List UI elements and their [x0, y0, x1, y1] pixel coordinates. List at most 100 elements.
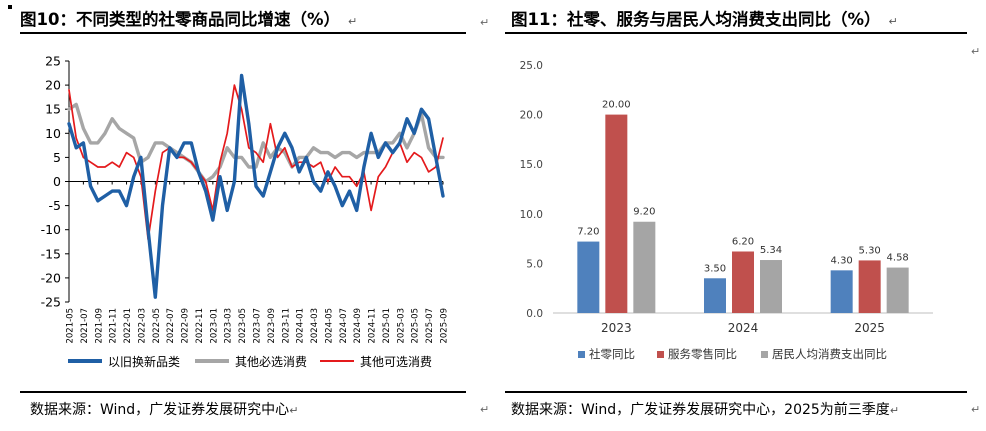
y-tick-label: 15.0 — [520, 159, 543, 171]
x-tick-label: 2024-09 — [353, 308, 363, 344]
bar-1 — [704, 278, 726, 313]
x-tick-label: 2025-09 — [440, 308, 450, 344]
x-tick-label: 2023-05 — [238, 308, 248, 344]
paragraph-mark: ↵ — [889, 404, 900, 417]
right-title-text: 图11：社零、服务与居民人均消费支出同比（%） — [511, 10, 881, 29]
left-source-note: 数据来源：Wind，广发证券发展研究中心↵ — [30, 399, 298, 419]
legend-label: 其他必选消费 — [235, 355, 307, 369]
paragraph-mark: ↵ — [348, 15, 358, 28]
y-tick-label: -20 — [41, 270, 61, 285]
x-tick-label: 2024-11 — [368, 308, 378, 344]
right-title-rule — [505, 32, 967, 34]
x-tick-label: 2022-03 — [137, 308, 147, 344]
bar-1 — [830, 270, 853, 313]
x-tick-label: 2023-03 — [224, 308, 234, 344]
x-tick-label: 2024-07 — [339, 308, 349, 344]
left-figure-panel: 图10：不同类型的社零商品同比增速（%） ↵ 25 20 15 10 5 0 -5 -10 -15… — [0, 0, 490, 431]
x-tick-label: 2023-01 — [209, 308, 219, 344]
y-tick-label: -5 — [49, 198, 61, 213]
y-tick-label: 15 — [45, 102, 61, 117]
series-line-1 — [67, 73, 445, 299]
left-title-text: 图10：不同类型的社零商品同比增速（%） — [20, 10, 340, 29]
legend-label: 以旧换新品类 — [108, 354, 180, 369]
paragraph-mark: ↵ — [971, 403, 981, 416]
right-source-text: 数据来源：Wind，广发证券发展研究中心，2025为前三季度 — [511, 402, 890, 418]
x-category-label: 2024 — [728, 321, 759, 335]
y-tick-label: -25 — [41, 295, 61, 310]
legend-swatch — [578, 351, 585, 358]
paragraph-mark: ↵ — [480, 403, 490, 416]
x-tick-label: 2021-09 — [94, 308, 104, 344]
x-category-label: 2023 — [601, 321, 632, 335]
paragraph-mark: ↵ — [971, 45, 981, 58]
y-tick-label: 0.0 — [526, 308, 543, 320]
x-tick-label: 2024-03 — [310, 308, 320, 344]
y-tick-label: -15 — [41, 246, 61, 261]
y-tick-label: 5 — [53, 150, 61, 165]
y-tick-label: 20.0 — [520, 110, 543, 122]
x-tick-label: 2025-03 — [396, 308, 406, 344]
paragraph-mark: ↵ — [480, 16, 490, 29]
bar-data-label: 6.20 — [732, 236, 754, 247]
x-tick-label: 2025-07 — [425, 308, 435, 344]
bar-3 — [760, 260, 782, 313]
right-bar-chart: 0.0 5.0 10.0 15.0 20.0 25.0 7.20 20.00 9.20 2023 3… — [520, 60, 933, 361]
x-tick-label: 2021-11 — [109, 308, 119, 344]
y-tick-label: 25.0 — [520, 60, 543, 72]
x-tick-label: 2025-05 — [411, 308, 421, 344]
bar-2 — [605, 114, 628, 313]
bar-data-label: 7.20 — [577, 227, 599, 238]
bar-2 — [858, 260, 881, 313]
y-tick-label: 10.0 — [520, 209, 543, 221]
x-tick-label: 2022-11 — [195, 308, 205, 344]
x-tick-label: 2022-01 — [123, 308, 133, 344]
series-line-3 — [68, 84, 444, 241]
bar-1 — [577, 241, 600, 313]
x-tick-label: 2021-05 — [66, 308, 76, 344]
x-tick-label: 2023-11 — [281, 308, 291, 344]
x-tick-label: 2024-05 — [324, 308, 334, 344]
legend-swatch — [657, 351, 664, 358]
x-tick-label: 2022-05 — [152, 308, 162, 344]
y-tick-label: 25 — [45, 54, 61, 69]
x-tick-label: 2022-07 — [166, 308, 176, 344]
x-tick-label: 2023-09 — [267, 308, 277, 344]
legend-label: 服务零售同比 — [668, 347, 737, 361]
paragraph-mark: ↵ — [888, 15, 898, 28]
bar-3 — [886, 267, 909, 313]
bar-3 — [633, 221, 656, 313]
x-tick-label: 2024-01 — [296, 308, 306, 344]
y-tick-label: 5.0 — [526, 258, 543, 270]
bar-data-label: 3.50 — [704, 263, 726, 274]
legend-label: 其他可选消费 — [360, 355, 432, 369]
right-figure-title: 图11：社零、服务与居民人均消费支出同比（%） ↵ — [511, 6, 898, 30]
x-tick-label: 2021-07 — [80, 308, 90, 344]
x-tick-label: 2023-07 — [253, 308, 263, 344]
bar-data-label: 4.30 — [831, 255, 853, 266]
legend-label: 社零同比 — [589, 347, 635, 361]
bar-data-label: 5.30 — [859, 245, 881, 256]
left-source-text: 数据来源：Wind，广发证券发展研究中心 — [30, 402, 290, 418]
legend-label: 居民人均消费支出同比 — [772, 347, 887, 361]
bar-data-label: 4.58 — [887, 253, 909, 264]
left-figure-title: 图10：不同类型的社零商品同比增速（%） ↵ — [20, 6, 357, 30]
bar-2 — [732, 251, 754, 313]
y-tick-label: 20 — [45, 78, 61, 93]
paragraph-bullet — [8, 5, 12, 9]
left-title-rule — [20, 32, 466, 34]
bar-data-label: 9.20 — [633, 207, 655, 218]
right-figure-panel: 图11：社零、服务与居民人均消费支出同比（%） ↵ 0.0 5.0 10.0 15.0 2… — [493, 0, 986, 431]
y-tick-label: -10 — [41, 222, 61, 237]
x-category-label: 2025 — [854, 321, 885, 335]
left-line-chart: 25 20 15 10 5 0 -5 -10 -15 -20 -25 2021-05 2021-07 20… — [41, 54, 450, 370]
right-source-rule — [505, 391, 967, 393]
bar-data-label: 20.00 — [602, 100, 631, 111]
right-source-note: 数据来源：Wind，广发证券发展研究中心，2025为前三季度↵ — [511, 399, 899, 419]
y-tick-label: 10 — [45, 126, 61, 141]
paragraph-mark: ↵ — [289, 404, 299, 417]
x-tick-label: 2022-09 — [181, 308, 191, 344]
bar-data-label: 5.34 — [760, 245, 782, 256]
y-tick-label: 0 — [53, 174, 61, 189]
left-source-rule — [20, 391, 466, 393]
x-tick-label: 2025-01 — [382, 308, 392, 344]
